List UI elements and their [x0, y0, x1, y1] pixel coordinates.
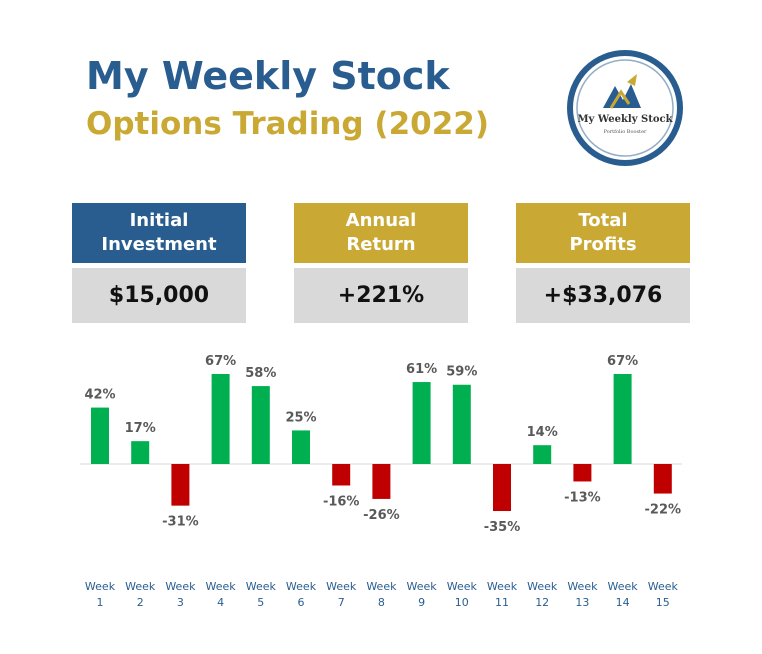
category-label-12: Week 12 [527, 580, 558, 609]
logo-subtext: Portfolio Booster [603, 129, 647, 135]
category-label-11: Week 11 [487, 580, 518, 609]
category-label-6: Week 6 [286, 580, 317, 609]
category-label-8: Week 8 [366, 580, 397, 609]
bar-8 [372, 464, 391, 499]
category-label-14: Week 14 [608, 580, 639, 609]
card-header: Total Profits [516, 203, 690, 263]
data-label-1: 42% [84, 388, 115, 403]
data-label-9: 61% [406, 362, 437, 377]
data-label-8: -26% [363, 508, 400, 523]
bar-9 [412, 382, 431, 464]
category-label-3: Week 3 [165, 580, 196, 609]
card-label-line1: Total [578, 210, 628, 231]
data-label-12: 14% [527, 425, 558, 440]
card-label-line2: Return [346, 234, 416, 255]
bar-6 [292, 430, 310, 464]
category-label-15: Week 15 [648, 580, 679, 609]
data-label-10: 59% [446, 365, 477, 380]
data-label-7: -16% [323, 494, 360, 509]
bar-4 [211, 374, 230, 464]
data-label-11: -35% [484, 520, 521, 535]
bar-10 [452, 384, 471, 464]
card-label-line2: Profits [569, 234, 637, 255]
category-label-9: Week 9 [407, 580, 438, 609]
title-line-1: My Weekly Stock [86, 54, 450, 98]
category-label-2: Week 2 [125, 580, 156, 609]
bar-2 [131, 441, 150, 464]
card-value: +$33,076 [516, 268, 690, 323]
card-annual-return: Annual Return +221% [294, 203, 468, 323]
category-label-10: Week 10 [447, 580, 478, 609]
bar-12 [533, 445, 552, 464]
bar-3 [171, 464, 190, 506]
data-label-5: 58% [245, 366, 276, 381]
bar-14 [613, 374, 632, 464]
data-label-13: -13% [564, 490, 601, 505]
logo-text: My Weekly Stock [577, 114, 673, 125]
title-line-2: Options Trading (2022) [86, 106, 490, 142]
card-label-line1: Initial [129, 210, 189, 231]
bar-1 [91, 407, 109, 464]
data-label-6: 25% [285, 410, 316, 425]
category-label-13: Week 13 [567, 580, 598, 609]
card-label-line2: Investment [101, 234, 217, 255]
mountain-icon [603, 84, 641, 108]
data-label-2: 17% [125, 421, 156, 436]
logo-ring-icon [567, 50, 683, 166]
card-value: +221% [294, 268, 468, 323]
data-label-4: 67% [205, 354, 236, 369]
brand-logo: My Weekly Stock Portfolio Booster [565, 48, 685, 168]
data-label-15: -22% [645, 503, 682, 518]
data-label-14: 67% [607, 354, 638, 369]
card-total-profits: Total Profits +$33,076 [516, 203, 690, 323]
bar-5 [251, 386, 270, 464]
data-label-3: -31% [162, 515, 199, 530]
card-header: Initial Investment [72, 203, 246, 263]
category-label-7: Week 7 [326, 580, 357, 609]
card-label-line1: Annual [345, 210, 417, 231]
bar-7 [332, 464, 351, 486]
category-label-5: Week 5 [246, 580, 277, 609]
arrow-icon [609, 89, 631, 109]
card-header: Annual Return [294, 203, 468, 263]
bar-11 [493, 464, 511, 512]
category-label-1: Week 1 [85, 580, 116, 609]
category-label-4: Week 4 [206, 580, 237, 609]
card-initial-investment: Initial Investment $15,000 [72, 203, 246, 323]
card-value: $15,000 [72, 268, 246, 323]
bar-13 [573, 464, 592, 482]
bar-15 [653, 464, 672, 494]
